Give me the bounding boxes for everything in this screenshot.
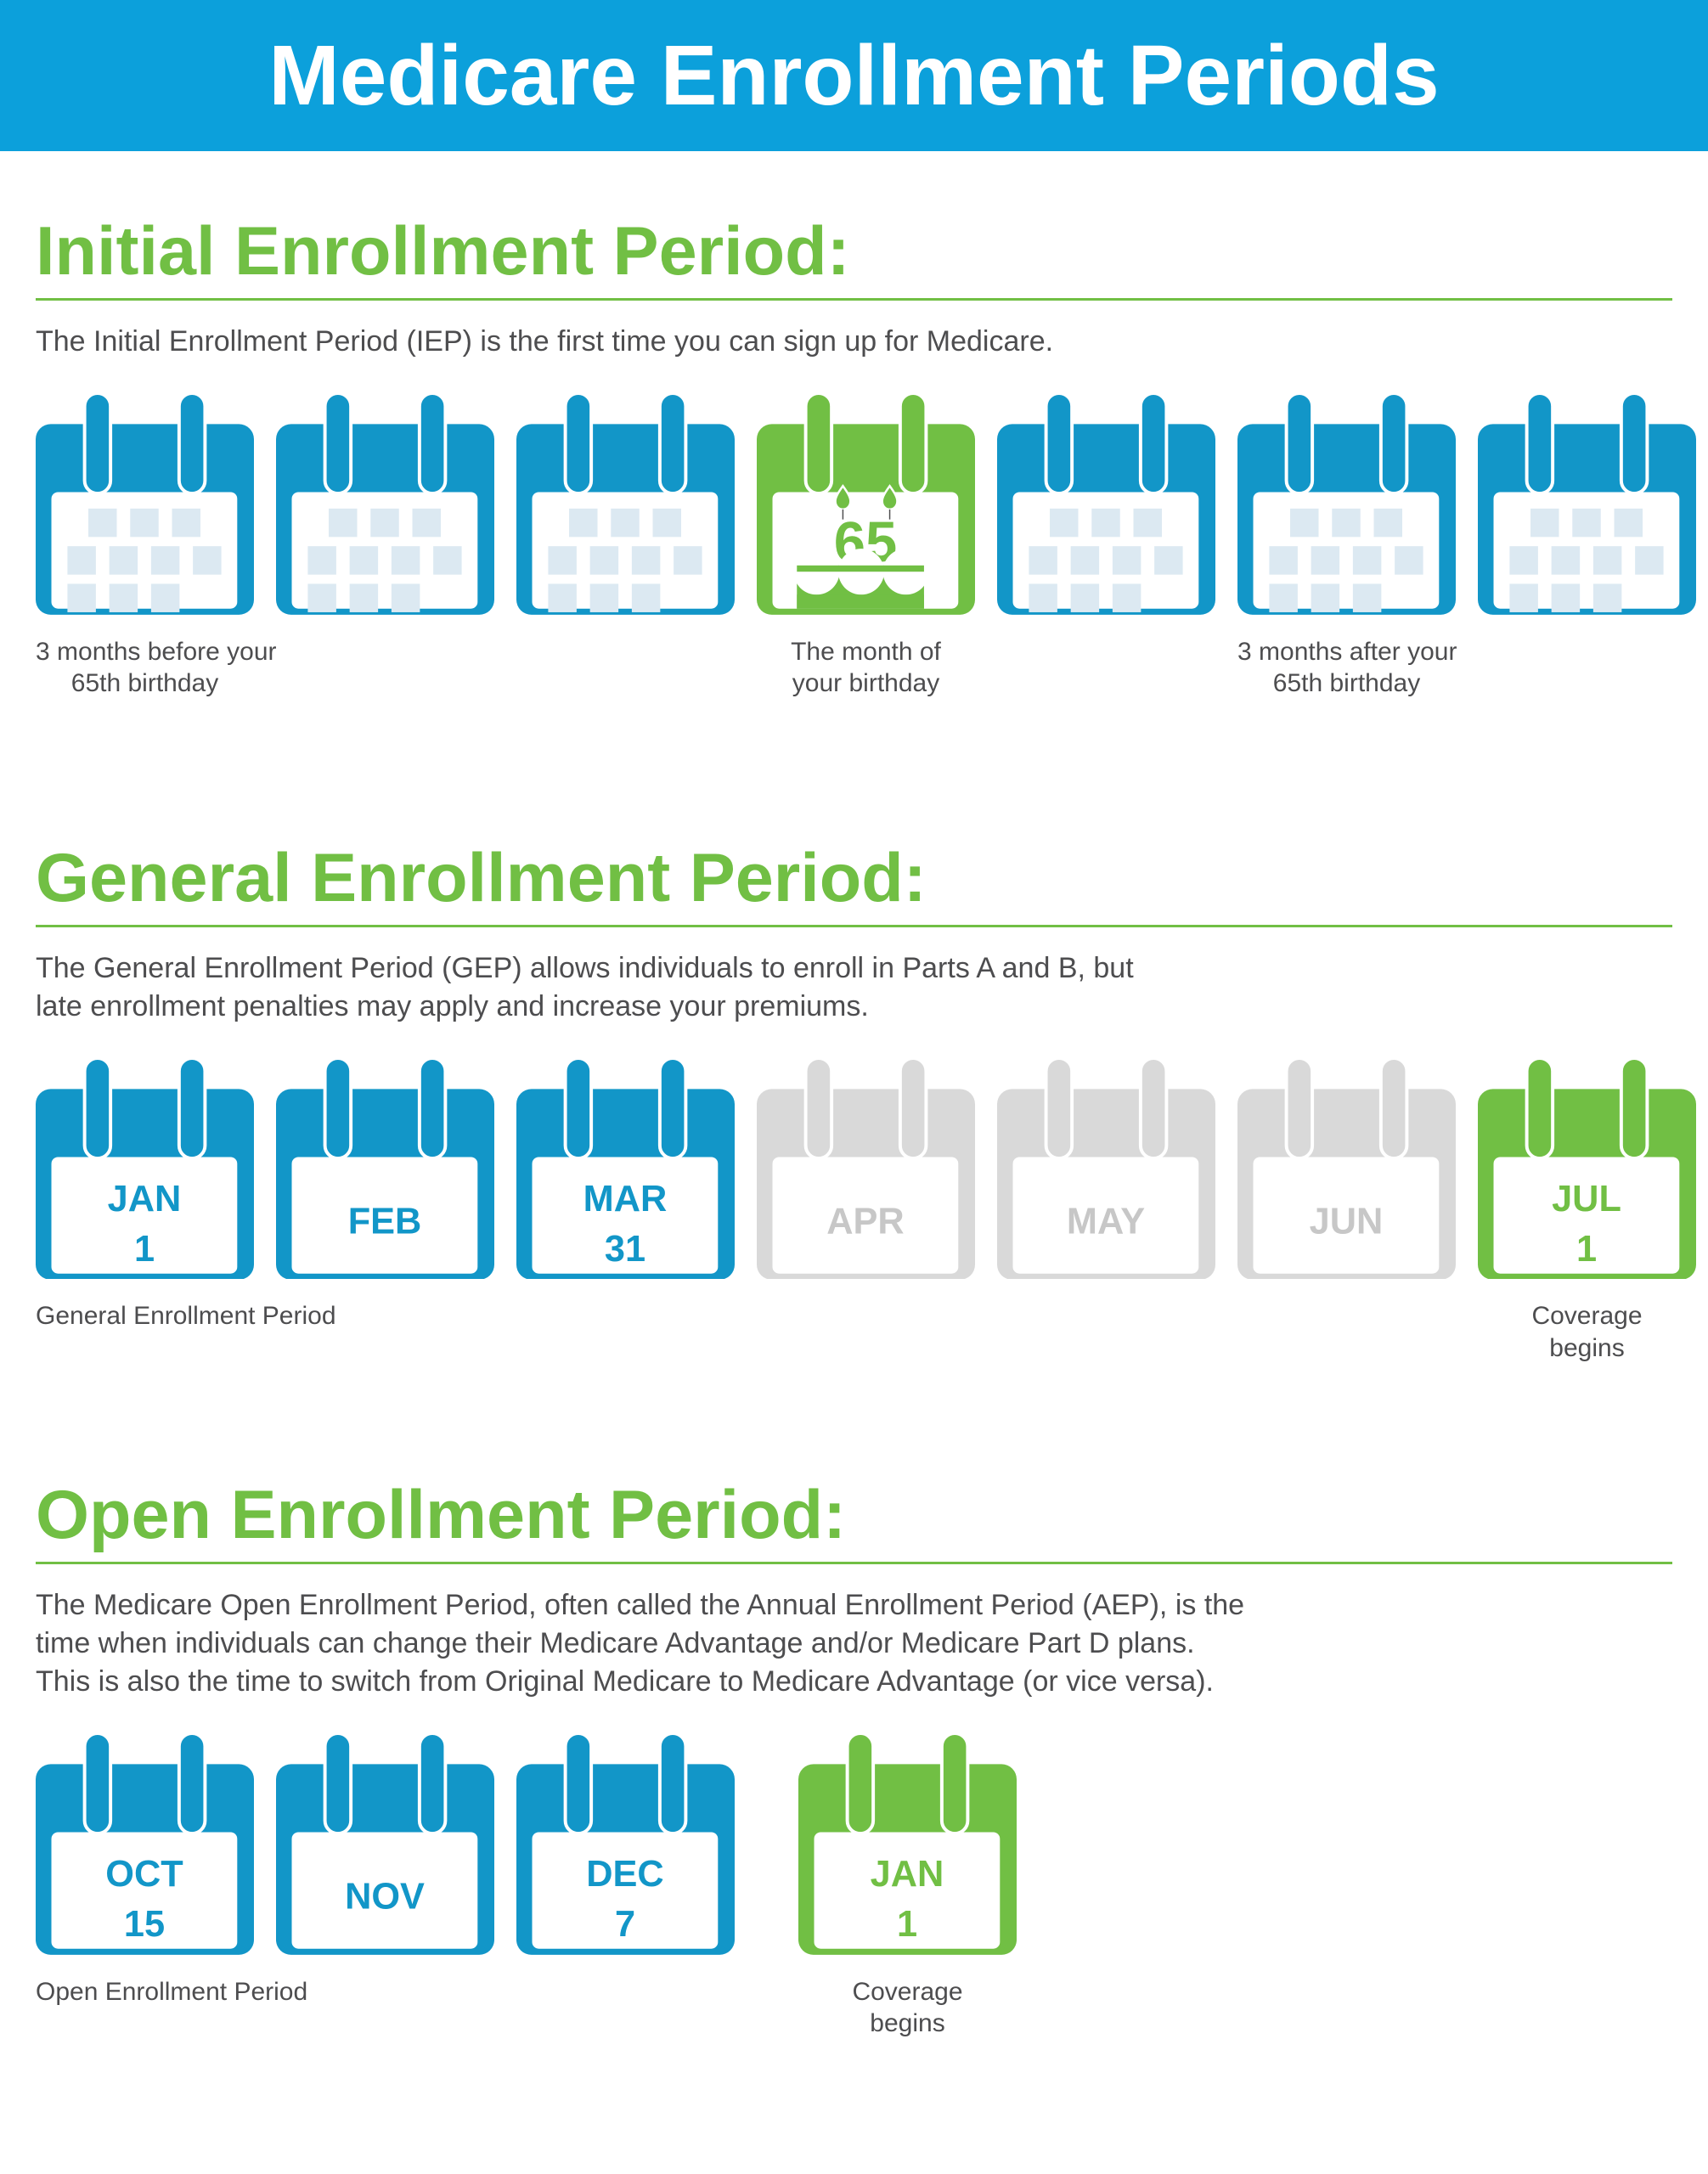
svg-text:JAN: JAN — [108, 1179, 182, 1219]
svg-text:JAN: JAN — [871, 1854, 944, 1895]
svg-text:JUN: JUN — [1310, 1201, 1384, 1242]
svg-text:JUL: JUL — [1552, 1179, 1621, 1219]
svg-text:MAR: MAR — [583, 1179, 668, 1219]
svg-text:NOV: NOV — [345, 1877, 425, 1918]
svg-text:FEB: FEB — [348, 1201, 422, 1242]
svg-text:15: 15 — [124, 1904, 165, 1945]
svg-text:7: 7 — [615, 1904, 635, 1945]
svg-text:1: 1 — [134, 1229, 155, 1270]
svg-text:MAY: MAY — [1067, 1201, 1145, 1242]
svg-text:DEC: DEC — [586, 1854, 663, 1895]
svg-text:OCT: OCT — [105, 1854, 183, 1895]
svg-text:31: 31 — [605, 1229, 645, 1270]
svg-text:APR: APR — [826, 1201, 904, 1242]
svg-text:1: 1 — [897, 1904, 917, 1945]
svg-text:1: 1 — [1576, 1229, 1597, 1270]
